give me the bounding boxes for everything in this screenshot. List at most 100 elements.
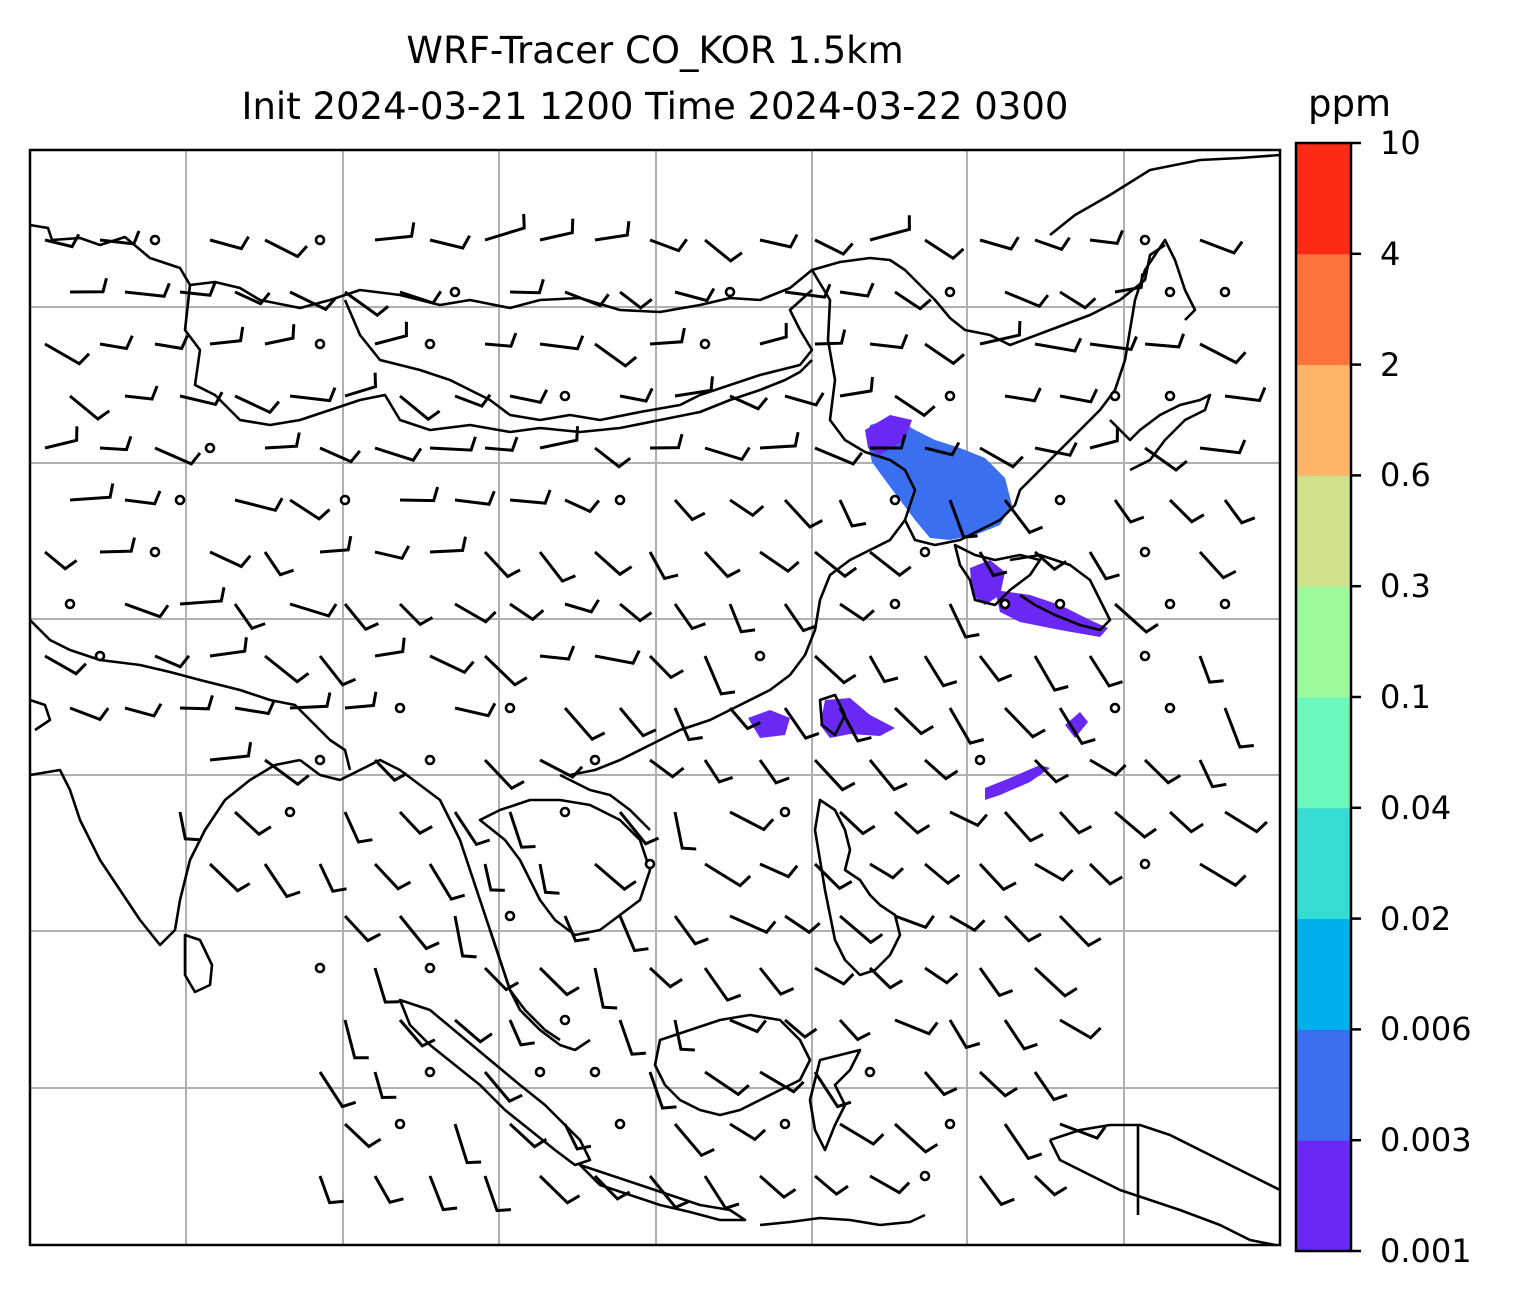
wind-barb	[289, 498, 331, 521]
wind-barb	[1033, 1071, 1068, 1102]
wind-barb	[673, 603, 706, 631]
wind-barb	[728, 707, 761, 731]
wind-barb	[924, 966, 959, 985]
wind-barb	[619, 602, 653, 623]
wind-barb	[759, 1070, 805, 1094]
wind-barb	[1004, 290, 1050, 309]
wind-barb	[398, 1019, 436, 1048]
colorbar-segment	[1296, 807, 1351, 920]
wind-barb	[99, 335, 134, 351]
wind-barb	[838, 810, 876, 836]
wind-barb	[373, 758, 408, 783]
wind-barb	[69, 394, 111, 421]
wind-barb	[1113, 602, 1159, 634]
calm-circle	[504, 702, 516, 714]
wind-barb	[209, 741, 253, 762]
wind-barb	[1059, 290, 1097, 310]
calm-circle	[779, 1118, 791, 1130]
wind-barb	[1089, 335, 1138, 352]
wind-barb	[703, 655, 736, 696]
map-title-line2: Init 2024-03-21 1200 Time 2024-03-22 030…	[241, 85, 1069, 128]
wind-barb	[539, 426, 579, 450]
wind-barb	[99, 435, 133, 452]
wind-barb	[1003, 706, 1046, 739]
calm-circle	[64, 598, 76, 610]
calm-circle	[889, 598, 901, 610]
wind-barb	[1003, 1123, 1043, 1161]
calm-circle	[394, 1118, 406, 1130]
wind-barb	[289, 692, 332, 710]
wind-barb	[649, 433, 684, 450]
wind-barb	[728, 603, 756, 634]
wind-barb	[814, 966, 855, 986]
wind-barb	[649, 327, 686, 346]
wind-barb	[1143, 758, 1182, 785]
calm-circle	[589, 1066, 601, 1078]
wind-barb	[509, 489, 552, 505]
wind-barb	[484, 213, 526, 242]
tracer-patch-philippine-sea	[985, 765, 1050, 800]
wind-barb	[784, 1018, 818, 1039]
colorbar-segment	[1296, 475, 1351, 587]
wind-barb	[1003, 811, 1044, 843]
wind-barb	[398, 810, 433, 835]
wind-barb	[729, 1018, 767, 1034]
wind-barb	[539, 218, 575, 242]
wind-barb	[1223, 707, 1254, 749]
wind-barb	[484, 436, 519, 452]
wind-barb	[1089, 758, 1127, 777]
wind-barb	[179, 281, 217, 297]
calm-circle	[999, 598, 1011, 610]
colorbar-tick-label: 0.3	[1380, 567, 1431, 606]
wind-barb	[209, 550, 252, 569]
calm-circle	[889, 494, 901, 506]
wind-barb	[318, 1175, 344, 1205]
wind-barb	[289, 602, 338, 618]
wind-barb	[924, 441, 961, 457]
calm-circle	[944, 390, 956, 402]
wind-barb	[978, 967, 1014, 998]
wind-barb	[374, 446, 423, 462]
wind-barb	[1034, 550, 1068, 572]
wind-barb	[729, 914, 777, 935]
wind-barb	[1059, 388, 1099, 404]
colorbar-segment	[1296, 697, 1351, 809]
wind-barb	[924, 758, 959, 781]
wind-barb	[1144, 446, 1188, 472]
wind-barb	[814, 329, 847, 346]
wind-barb	[209, 326, 245, 346]
wind-barb	[1033, 758, 1070, 784]
wind-barb	[124, 385, 159, 401]
wind-barb	[374, 637, 406, 658]
map-gridlines	[30, 150, 1280, 1245]
wind-barb	[124, 282, 171, 298]
colorbar-tick-label: 0.6	[1380, 456, 1431, 495]
colorbar-tick-label: 0.001	[1380, 1232, 1472, 1270]
wind-barb	[483, 550, 521, 579]
colorbar-segment	[1296, 364, 1351, 476]
wind-barb	[923, 655, 958, 688]
tracer-patch-korea-edge	[865, 415, 912, 455]
colorbar-segment	[1296, 1140, 1351, 1252]
calm-circle	[974, 754, 986, 766]
wind-barb	[429, 536, 467, 554]
colorbar-segment	[1296, 586, 1351, 698]
wind-barb	[648, 966, 683, 989]
wind-barb	[538, 966, 580, 997]
wind-barb	[1059, 1018, 1102, 1040]
wind-barb	[343, 811, 373, 844]
wind-barb	[374, 222, 416, 242]
wind-barb	[948, 707, 985, 745]
calm-circle	[314, 962, 326, 974]
wind-barb	[894, 394, 936, 418]
wind-barb	[893, 706, 934, 736]
calm-circle	[149, 234, 161, 246]
wind-barb	[783, 707, 820, 740]
wind-barb	[509, 602, 545, 622]
wind-barb	[838, 707, 872, 743]
wind-barb	[893, 1122, 939, 1154]
wind-barb	[234, 394, 281, 415]
wind-barb	[648, 1071, 677, 1110]
calm-circle	[534, 1066, 546, 1078]
wind-barb	[483, 758, 525, 791]
